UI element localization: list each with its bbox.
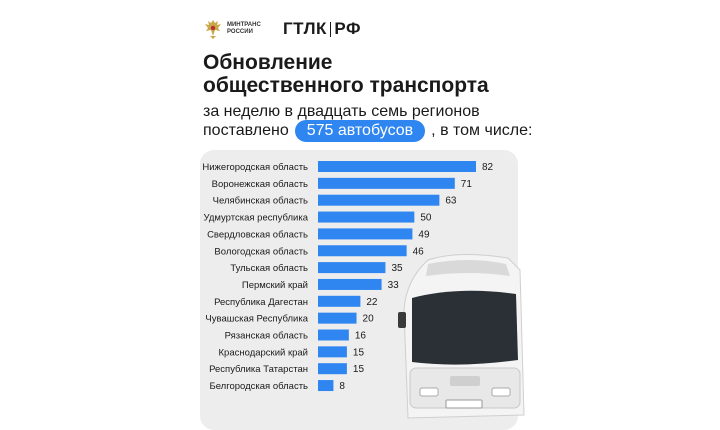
value-label: 15 <box>353 364 365 375</box>
mintrans-logo: МИНТРАНС РОССИИ <box>203 18 271 40</box>
value-label: 8 <box>339 381 345 392</box>
bus-count-badge: 575 автобусов <box>294 120 426 142</box>
header: МИНТРАНС РОССИИ ГТЛК РФ <box>203 16 361 42</box>
value-label: 82 <box>482 162 494 173</box>
value-label: 33 <box>388 280 400 291</box>
value-label: 46 <box>413 246 425 257</box>
title-line1: Обновление <box>203 51 333 74</box>
bar <box>318 380 334 392</box>
subtitle-before: поставлено <box>203 122 289 139</box>
bar <box>318 228 413 240</box>
bar <box>318 312 357 324</box>
logo-separator <box>329 21 332 37</box>
category-label: Вологодская область <box>214 246 308 257</box>
bar <box>318 194 440 206</box>
bar <box>318 278 382 290</box>
value-label: 20 <box>363 314 375 325</box>
bar <box>318 177 455 189</box>
bar <box>318 363 347 375</box>
bar <box>318 245 407 257</box>
gtlk-right-text: РФ <box>334 19 362 38</box>
value-label: 49 <box>418 229 430 240</box>
category-label: Тульская область <box>230 263 308 274</box>
bar <box>318 295 361 307</box>
category-label: Нижегородская область <box>202 162 308 173</box>
category-label: Республика Дагестан <box>214 297 308 308</box>
category-label: Свердловская область <box>207 229 308 240</box>
category-label: Рязанская область <box>225 331 308 342</box>
value-label: 71 <box>461 179 473 190</box>
bus-icon <box>398 253 525 419</box>
title-line2: общественного транспорта <box>203 74 489 97</box>
mintrans-line1: МИНТРАНС <box>227 22 261 28</box>
category-label: Челябинская область <box>213 196 308 207</box>
subtitle-line2: поставлено 575 автобусов , в том числе: <box>203 120 532 142</box>
category-label: Белгородская область <box>209 381 308 392</box>
bar <box>318 329 349 341</box>
bar <box>318 262 386 274</box>
value-label: 63 <box>445 196 457 207</box>
bar-chart: Нижегородская область 82 Воронежская облас… <box>202 161 494 392</box>
bar <box>318 161 476 172</box>
category-label: Воронежская область <box>212 179 308 190</box>
category-label: Удмуртская республика <box>204 213 309 224</box>
value-label: 16 <box>355 331 367 342</box>
page-title: Обновление общественного транспорта <box>203 51 533 97</box>
category-label: Краснодарский край <box>219 347 308 358</box>
subtitle-line1: за неделю в двадцать семь регионов <box>203 103 480 120</box>
subtitle-after: , в том числе: <box>431 122 533 139</box>
bar <box>318 346 347 358</box>
category-label: Пермский край <box>242 280 308 291</box>
value-label: 35 <box>391 263 403 274</box>
gtlk-left-text: ГТЛК <box>283 19 327 38</box>
value-label: 22 <box>366 297 378 308</box>
value-label: 15 <box>353 347 365 358</box>
gtlk-logo: ГТЛК РФ <box>283 19 361 39</box>
mintrans-line2: РОССИИ <box>227 29 253 35</box>
category-label: Республика Татарстан <box>209 364 308 375</box>
double-headed-eagle-icon <box>205 20 221 39</box>
category-label: Чувашская Республика <box>205 314 308 325</box>
value-label: 50 <box>420 213 432 224</box>
bar <box>318 211 415 223</box>
